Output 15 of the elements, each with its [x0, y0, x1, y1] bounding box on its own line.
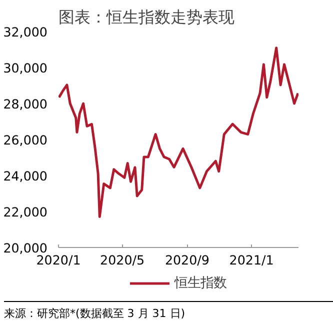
y-tick-label: 30,000 [3, 60, 48, 76]
y-tick-label: 28,000 [3, 96, 48, 112]
x-tick-label: 2020/5 [100, 252, 145, 268]
x-tick-label: 2021/1 [229, 252, 274, 268]
source-note: 来源：研究部*(数据截至 3 月 31 日) [4, 306, 186, 322]
chart-title: 图表：恒生指数走势表现 [58, 8, 234, 26]
line-series [58, 46, 298, 218]
legend-label: 恒生指数 [174, 274, 226, 292]
x-tick-label: 2020/1 [36, 252, 81, 268]
y-tick-label: 26,000 [3, 132, 48, 148]
y-tick-label: 20,000 [3, 240, 48, 256]
y-tick-label: 22,000 [3, 204, 48, 220]
x-tick-label: 2020/9 [164, 252, 210, 268]
y-tick-label: 32,000 [3, 24, 48, 40]
y-tick-label: 24,000 [3, 168, 48, 184]
